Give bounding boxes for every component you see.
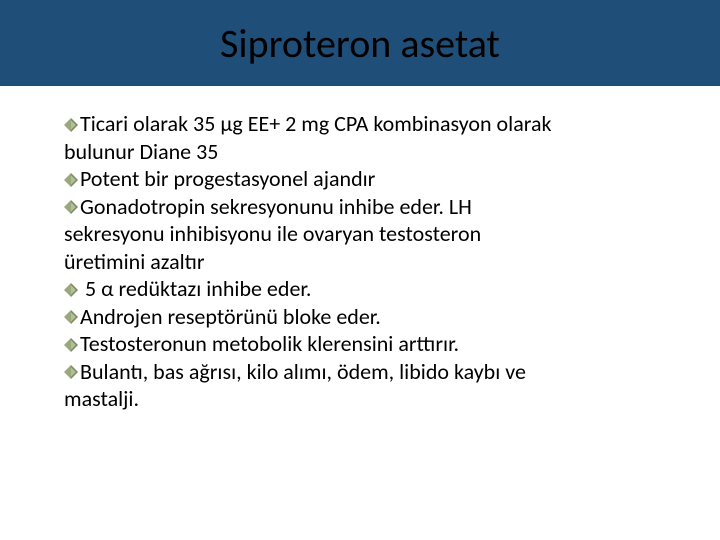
- bullet-continuation: mastalji.: [64, 385, 664, 413]
- bullet-text: Potent bir progestasyonel ajandır: [80, 165, 375, 192]
- bullet-item: Gonadotropin sekresyonunu inhibe eder. L…: [64, 193, 664, 221]
- diamond-bullet-icon: [64, 118, 78, 132]
- bullet-continuation: sekresyonu inhibisyonu ile ovaryan testo…: [64, 220, 664, 248]
- bullet-continuation: bulunur Diane 35: [64, 138, 664, 166]
- slide: Siproteron asetat Ticari olarak 35 µg EE…: [0, 0, 720, 540]
- bullet-item: Ticari olarak 35 µg EE+ 2 mg CPA kombina…: [64, 110, 664, 138]
- bullet-continuation: üretimini azaltır: [64, 248, 664, 276]
- bullet-text: Gonadotropin sekresyonunu inhibe eder. L…: [80, 193, 472, 220]
- bullet-text: 5 α redüktazı inhibe eder.: [80, 275, 311, 302]
- bullet-item: Potent bir progestasyonel ajandır: [64, 165, 664, 193]
- title-bar: Siproteron asetat: [0, 0, 720, 86]
- bullet-text: Androjen reseptörünü bloke eder.: [80, 303, 381, 330]
- slide-title: Siproteron asetat: [220, 19, 500, 68]
- diamond-bullet-icon: [64, 200, 78, 214]
- body-text-area: Ticari olarak 35 µg EE+ 2 mg CPA kombina…: [64, 110, 664, 413]
- diamond-bullet-icon: [64, 283, 78, 297]
- bullet-text: Ticari olarak 35 µg EE+ 2 mg CPA kombina…: [80, 110, 552, 137]
- bullet-item: Bulantı, bas ağrısı, kilo alımı, ödem, l…: [64, 358, 664, 386]
- diamond-bullet-icon: [64, 365, 78, 379]
- diamond-bullet-icon: [64, 310, 78, 324]
- diamond-bullet-icon: [64, 173, 78, 187]
- bullet-item: Testosteronun metobolik klerensini arttı…: [64, 330, 664, 358]
- diamond-bullet-icon: [64, 338, 78, 352]
- bullet-item: Androjen reseptörünü bloke eder.: [64, 303, 664, 331]
- bullet-text: Bulantı, bas ağrısı, kilo alımı, ödem, l…: [80, 358, 526, 385]
- bullet-text: Testosteronun metobolik klerensini arttı…: [80, 330, 459, 357]
- bullet-item: 5 α redüktazı inhibe eder.: [64, 275, 664, 303]
